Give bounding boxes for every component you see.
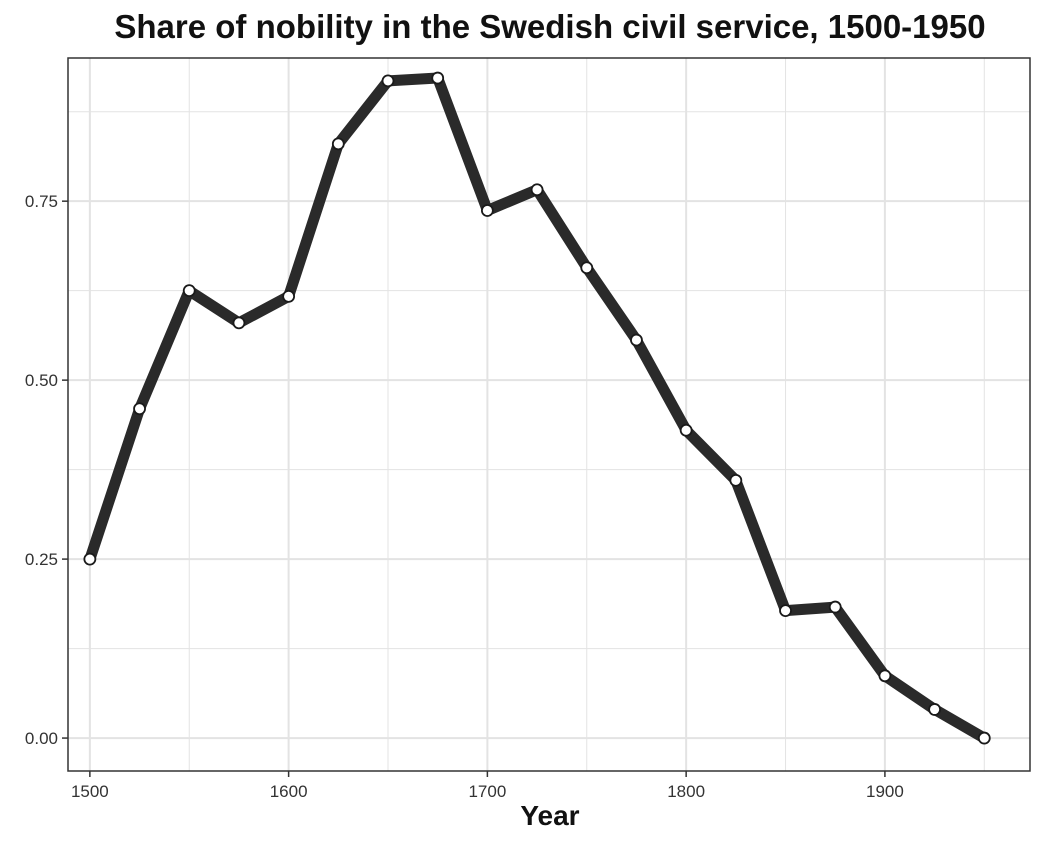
data-point [381,74,395,88]
x-tick-label: 1900 [866,782,904,801]
plot-panel-border [67,57,1031,772]
y-tick-label: 0.00 [25,729,58,748]
data-point [182,284,196,298]
data-series [84,72,990,744]
major-gridlines [68,58,1030,771]
data-point [878,669,892,683]
x-axis-label: Year [520,800,580,831]
data-point [480,204,494,217]
data-point [431,71,445,85]
data-point [282,289,296,303]
data-point [83,552,97,566]
x-tick-label: 1700 [468,782,506,801]
data-point [779,604,792,618]
y-tick-label: 0.25 [25,550,58,569]
y-tick-label: 0.50 [25,371,58,390]
data-point [580,261,594,275]
data-point [679,423,693,437]
data-point [530,183,544,197]
x-tick-label: 1500 [71,782,109,801]
chart-title: Share of nobility in the Swedish civil s… [114,8,986,45]
data-points [83,71,991,745]
data-point [630,333,643,347]
y-axis: 0.00 0.25 0.50 0.75 [25,192,68,748]
x-tick-label: 1800 [667,782,705,801]
data-point [729,473,743,487]
data-point [331,137,345,151]
series-line [84,72,990,744]
data-point [828,600,842,614]
data-point [928,703,941,716]
x-axis: 1500 1600 1700 1800 1900 [71,771,904,801]
data-point [977,731,991,745]
y-tick-label: 0.75 [25,192,58,211]
x-tick-label: 1600 [270,782,308,801]
data-point [232,316,246,330]
data-point [133,402,146,416]
